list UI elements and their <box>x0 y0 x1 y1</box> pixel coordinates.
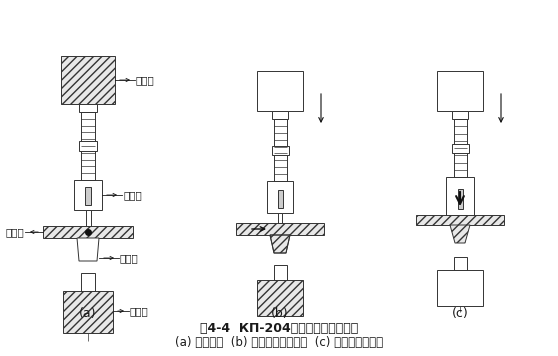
Bar <box>257 280 303 316</box>
Text: 上冲头: 上冲头 <box>123 190 142 200</box>
Bar <box>61 56 115 104</box>
Bar <box>277 190 282 208</box>
Bar <box>272 111 288 119</box>
Text: (a) 穿入铆钉  (b) 上冲头压紧铆接件  (c) 上冲头下行铆接: (a) 穿入铆钉 (b) 上冲头压紧铆接件 (c) 上冲头下行铆接 <box>175 335 383 349</box>
Bar <box>81 273 95 291</box>
Bar <box>452 111 468 119</box>
Text: 铆接件: 铆接件 <box>5 227 24 237</box>
Bar <box>272 146 288 155</box>
Bar <box>74 180 102 210</box>
Text: (c): (c) <box>451 308 468 320</box>
Bar <box>454 119 466 177</box>
Bar <box>446 177 474 215</box>
Bar <box>85 210 90 226</box>
Bar <box>79 104 97 112</box>
Bar <box>273 119 286 181</box>
Bar <box>85 187 91 205</box>
Bar <box>451 143 469 152</box>
Polygon shape <box>77 238 99 261</box>
Polygon shape <box>270 235 290 253</box>
Bar <box>257 71 303 111</box>
Text: 下柱杆: 下柱杆 <box>130 306 149 316</box>
Bar <box>236 223 324 235</box>
Bar <box>458 189 463 209</box>
Polygon shape <box>450 225 470 243</box>
Bar <box>43 226 133 238</box>
Text: 图4-4  КП-204压铆机压铆工作循环: 图4-4 КП-204压铆机压铆工作循环 <box>200 321 358 335</box>
Bar <box>81 112 95 180</box>
Bar <box>79 141 97 151</box>
Bar <box>278 213 282 223</box>
Bar <box>454 257 466 270</box>
Bar <box>437 71 483 111</box>
Text: (a): (a) <box>79 308 97 320</box>
Bar <box>273 265 286 280</box>
Bar <box>63 291 113 333</box>
Bar <box>437 270 483 306</box>
Bar <box>416 215 504 225</box>
Text: 上柱杆: 上柱杆 <box>135 75 154 85</box>
Text: 下冲头: 下冲头 <box>120 253 139 263</box>
Bar <box>267 181 293 213</box>
Text: (b): (b) <box>271 308 289 320</box>
